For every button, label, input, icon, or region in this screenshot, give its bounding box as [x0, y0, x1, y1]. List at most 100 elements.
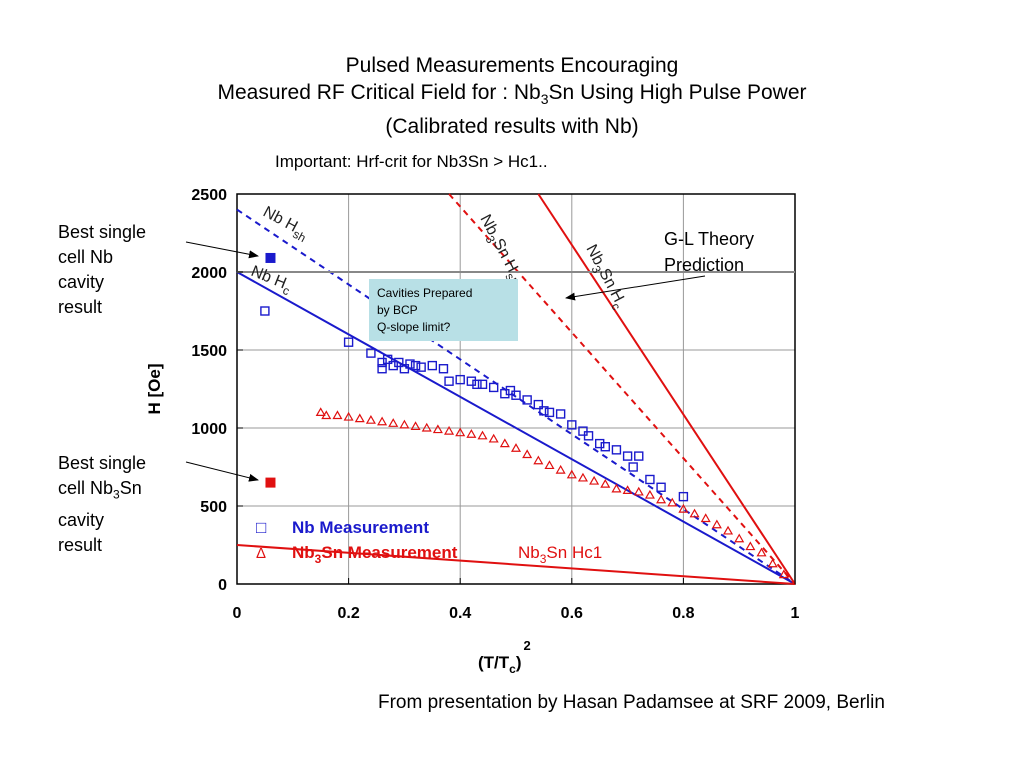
legend-nb3sn-label: Nb3Sn Measurement: [292, 543, 458, 566]
nb3sn-data-point: [477, 430, 488, 440]
best-nb3sn-post: Sn: [119, 478, 142, 498]
legend-nb3sn-sub: 3: [315, 552, 322, 566]
best-nb3sn-label-line: result: [58, 534, 103, 555]
nb3sn-data-point: [488, 433, 499, 443]
nb-data-point: [488, 382, 499, 393]
y-tick-label: 1500: [191, 343, 227, 360]
nb-data-point: [628, 462, 638, 472]
nb3sn-data-point: [767, 558, 778, 568]
nb3sn-data-point: [533, 455, 544, 465]
nb-data-point: [544, 407, 555, 418]
best-nb-label-line: Best single: [58, 222, 147, 242]
nb3sn-data-point: [365, 414, 376, 424]
nb-data-point: [444, 376, 454, 386]
y-tick-label: 0: [218, 577, 227, 594]
nb-data-point: [583, 431, 594, 441]
nb-data-point: [410, 360, 421, 371]
nb3sn-hc-label: Nb3Sn Hc: [579, 242, 630, 313]
gl-theory-label-line1: G-L Theory: [664, 229, 754, 249]
nb3sn-data-point: [633, 486, 644, 496]
nb-data-point: [678, 491, 689, 502]
nb3sn-hsh-label: Nb3Sn Hsh: [473, 212, 527, 288]
nb3sn-data-point: [354, 413, 365, 423]
nb3sn-data-point: [399, 419, 410, 429]
x-tick-label: 0.6: [561, 605, 583, 622]
title-line-3: (Calibrated results with Nb): [385, 115, 639, 139]
nb3sn-data-point: [600, 478, 611, 488]
critical-field-chart: 0 0.2 0.4 0.6 0.8 1 0 500 1000 1500 2000 2500 H [Oe…: [145, 187, 800, 676]
nb-data-point: [533, 399, 544, 410]
nb-data-point: [343, 337, 354, 347]
data-points: [260, 252, 789, 579]
nb-hsh-label: Nb Hsh: [258, 204, 311, 246]
nb-data-point: [500, 388, 510, 399]
nb3sn-data-point: [644, 489, 655, 499]
best-nb-label-line: cell Nb: [58, 247, 114, 267]
best-nb3sn-pre: cell Nb: [58, 478, 114, 498]
nb-data-point: [405, 359, 415, 369]
nb3sn-data-point: [611, 483, 622, 493]
nb3sn-data-point: [678, 503, 689, 513]
nb3sn-hc-sub2: c: [608, 301, 623, 313]
theory-line: [448, 193, 796, 585]
gl-theory-arrow: [565, 275, 706, 301]
nb3sn-hc-pre: Nb: [582, 242, 607, 268]
legend-nb-label: Nb Measurement: [292, 518, 429, 537]
best-nb-label-line: cavity: [58, 272, 105, 292]
best-nb3sn-sub: 3: [113, 487, 120, 502]
nb-data-point: [656, 482, 666, 492]
best-nb3sn-arrow: [185, 461, 259, 482]
nb3sn-data-point: [689, 508, 700, 518]
best-cavity-point: [265, 477, 276, 488]
nb-data-point: [600, 442, 610, 452]
hc1-sub: 3: [540, 552, 547, 566]
nb-hc-sub: c: [281, 283, 292, 298]
nb3sn-data-point: [656, 494, 667, 504]
x-tick-label: 0: [233, 605, 242, 622]
nb-hc-label: Nb Hc: [247, 263, 294, 298]
nb-data-point: [382, 354, 393, 365]
title-line-1: Pulsed Measurements Encouraging: [345, 54, 679, 77]
title-line-2: Measured RF Critical Field for : Nb3Sn U…: [0, 79, 1024, 113]
nb3sn-data-point: [421, 422, 432, 432]
nb3sn-data-point: [711, 519, 722, 529]
legend-nb-symbol: □: [256, 518, 266, 537]
nb3sn-data-point: [315, 407, 326, 416]
bcp-callout-line1: Cavities Prepared: [377, 286, 472, 300]
title-line-2-pre: Measured RF Critical Field for : Nb: [217, 81, 541, 104]
nb-data-point: [645, 474, 655, 485]
legend-nb3sn-post: Sn Measurement: [321, 543, 457, 562]
nb3sn-hsh-mid: Sn H: [489, 236, 521, 275]
x-axis-label: (T/Tc)2: [478, 638, 531, 676]
nb-data-point: [622, 451, 633, 461]
bcp-callout-line2: by BCP: [377, 303, 418, 317]
y-tick-label: 2000: [191, 265, 227, 282]
nb-data-point: [455, 374, 465, 385]
nb-data-point: [377, 364, 387, 374]
title-line-2-post: Sn Using High Pulse Power: [548, 81, 807, 104]
nb-data-point: [394, 357, 404, 368]
theory-lines: [236, 193, 796, 585]
nb3sn-data-point: [321, 410, 332, 420]
legend-nb3sn-pre: Nb: [292, 543, 315, 562]
nb3sn-data-point: [377, 416, 388, 426]
nb3sn-data-point: [343, 411, 354, 421]
nb3sn-data-point: [522, 449, 533, 459]
nb3sn-data-point: [622, 485, 633, 494]
nb3sn-data-point: [444, 425, 455, 435]
nb3sn-data-point: [455, 427, 466, 437]
hc1-post: Sn Hc1: [546, 543, 602, 562]
theory-line: [236, 271, 796, 585]
x-axis-label-close: ): [516, 653, 522, 672]
nb-data-point: [416, 362, 426, 372]
nb3sn-hsh-pre: Nb: [476, 212, 501, 238]
y-tick-label: 500: [200, 499, 227, 516]
x-tick-label: 0.8: [672, 605, 694, 622]
nb-data-point: [539, 406, 549, 416]
nb-data-point: [466, 376, 477, 386]
best-nb3sn-label-line: cavity: [58, 509, 105, 530]
nb3sn-data-point: [745, 541, 756, 551]
nb-data-point: [567, 420, 577, 430]
nb-data-point: [438, 364, 449, 374]
nb-data-point: [555, 409, 566, 419]
